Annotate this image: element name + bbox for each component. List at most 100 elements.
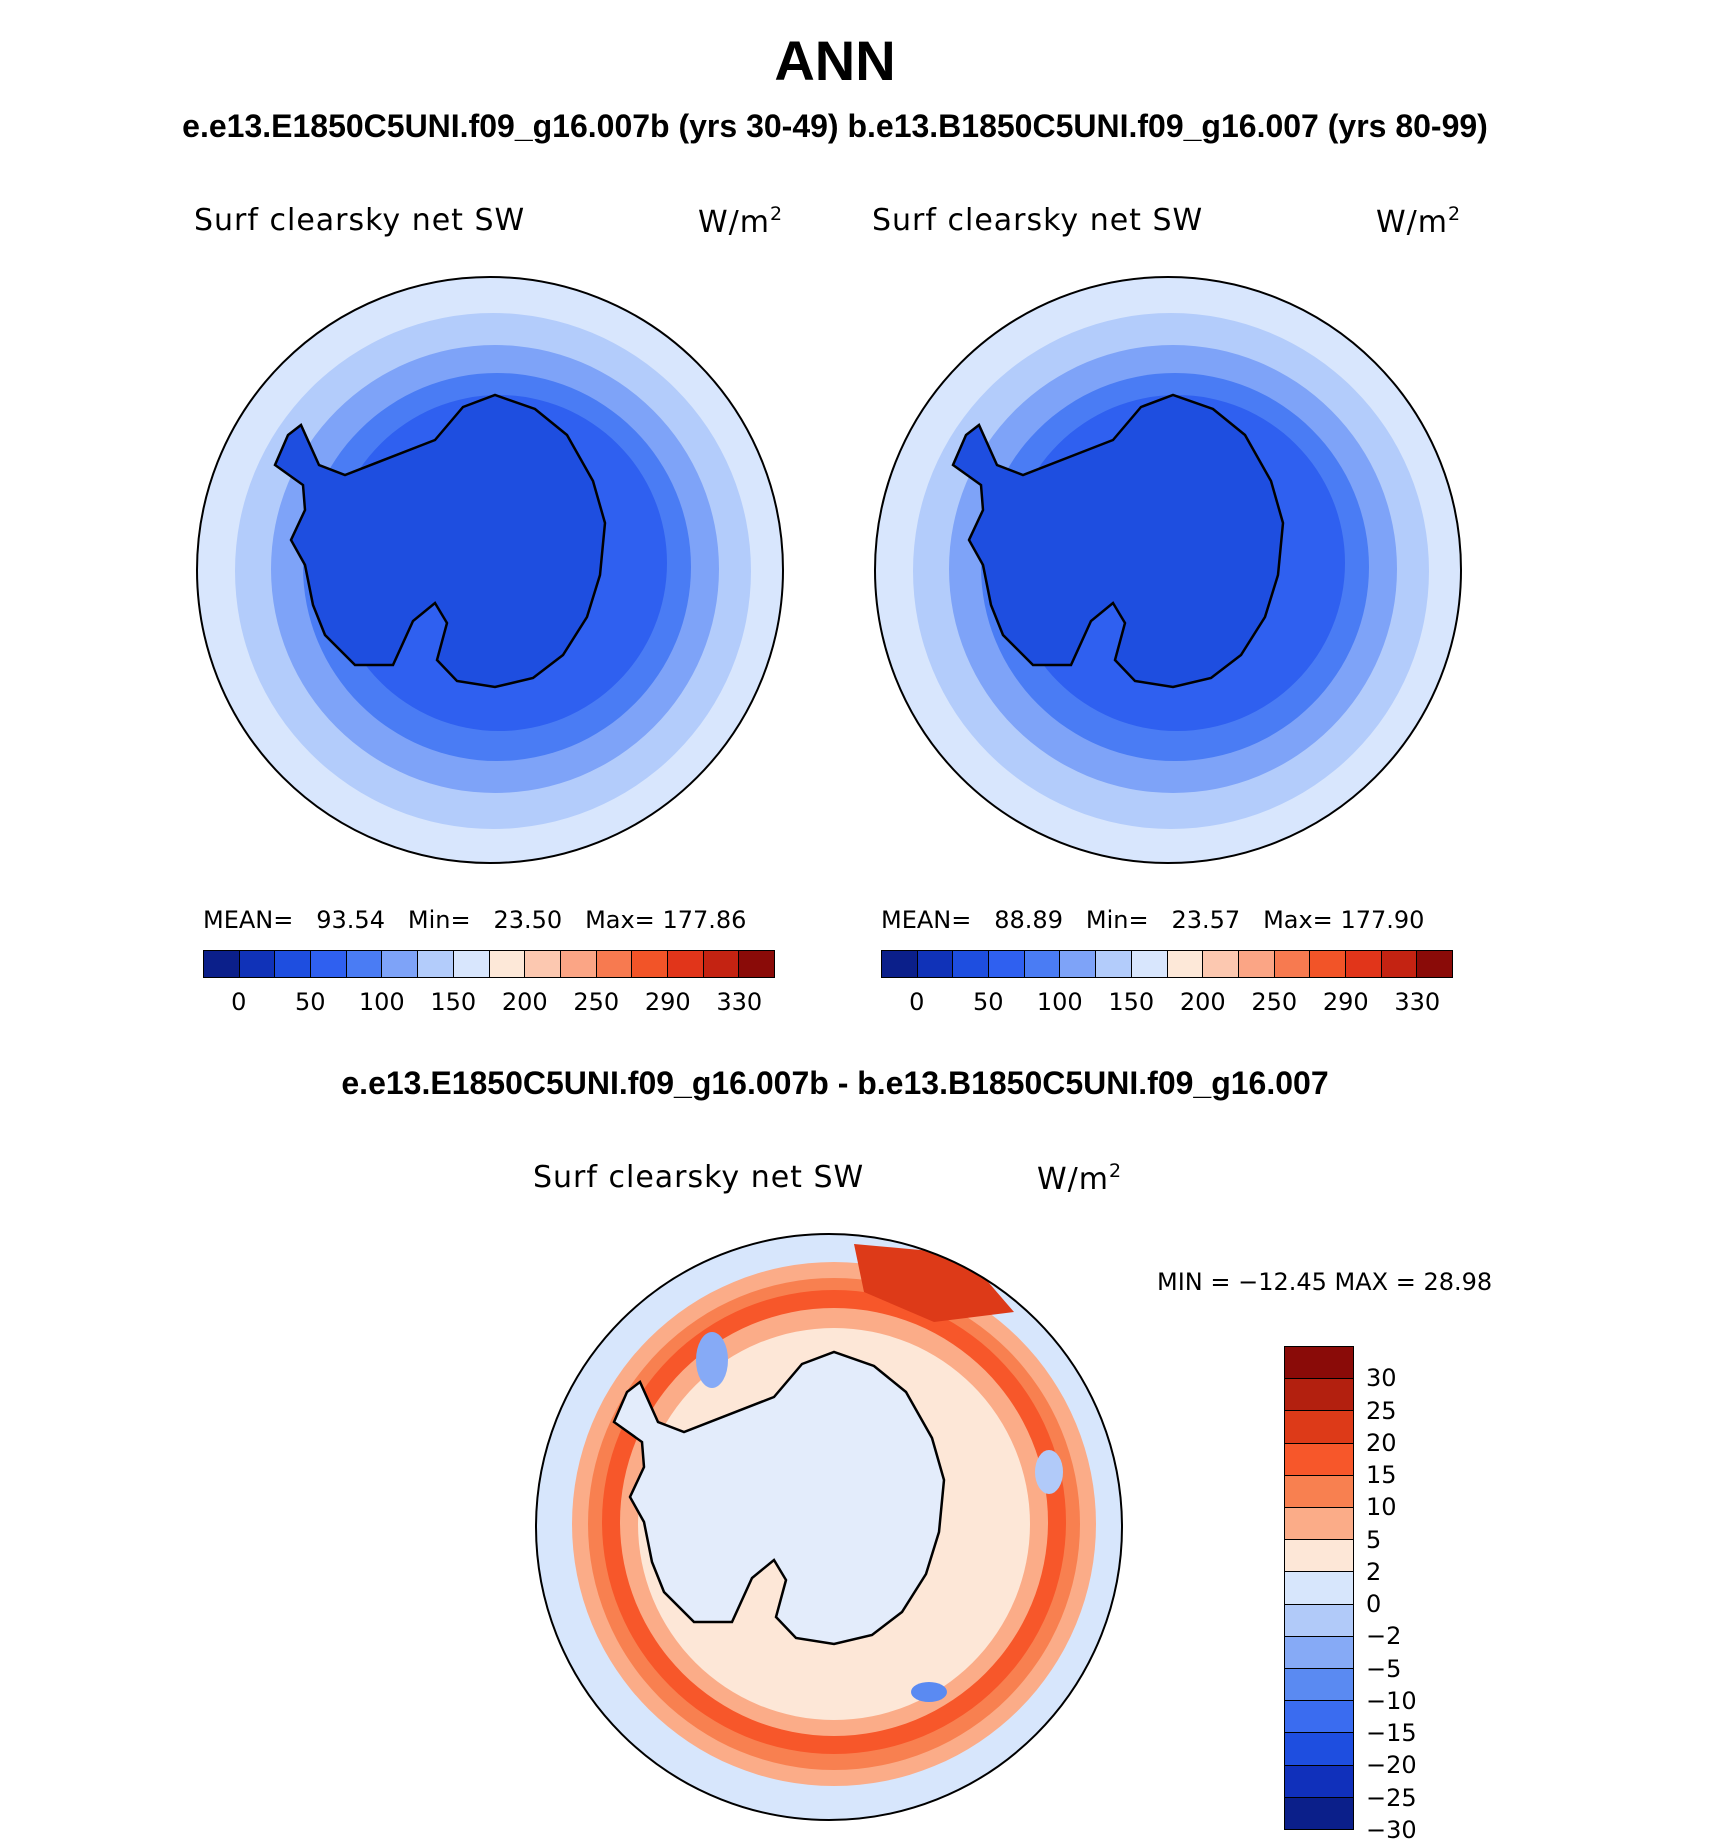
colorbar-swatch [1285,1539,1353,1572]
colorbar-swatch [631,951,667,977]
colorbar-tick-label: 10 [1366,1493,1397,1522]
colorbar-swatch [238,951,275,977]
difference-units: W/m2 [1037,1160,1123,1197]
case-subtitle: e.e13.E1850C5UNI.f09_g16.007b (yrs 30-49… [182,108,1488,144]
antarctica-outline [612,1350,946,1646]
colorbar-swatch [882,951,917,977]
difference-colorbar [1284,1346,1354,1830]
colorbar-tick-label: −5 [1366,1654,1402,1683]
colorbar-swatch [1285,1347,1353,1379]
colorbar-tick-label: 250 [1251,988,1298,1016]
colorbar-swatch [488,951,525,977]
colorbar-swatch [417,951,453,977]
colorbar-swatch [1130,951,1167,977]
colorbar-tick-label: −25 [1366,1783,1417,1812]
colorbar-tick-label: 50 [972,988,1004,1016]
colorbar-tick-label: 100 [1036,988,1083,1016]
colorbar-swatch [1023,951,1060,977]
colorbar-swatch [1237,951,1274,977]
panel-1-map [196,276,784,864]
panel-2-min: 23.57 [1171,906,1241,934]
difference-variable: Surf clearsky net SW [533,1160,865,1195]
colorbar-tick-label: 5 [1366,1525,1382,1554]
colorbar-swatch [1309,951,1345,977]
panel-1-colorbar [203,950,775,978]
colorbar-swatch [1285,1507,1353,1540]
colorbar-swatch [1285,1410,1353,1443]
panel-2-stats: MEAN= 88.89 Min= 23.57 Max= 177.90 [881,906,1425,934]
colorbar-tick-label: 150 [430,988,477,1016]
antarctica-outline [951,393,1285,689]
figure-title: ANN [774,29,896,92]
panel-2-variable: Surf clearsky net SW [872,203,1204,238]
panel-1-max: 177.86 [662,906,747,934]
colorbar-swatch [1059,951,1096,977]
colorbar-swatch [1285,1764,1353,1797]
colorbar-tick-label: 25 [1366,1396,1397,1425]
panel-1-units: W/m2 [698,203,784,240]
colorbar-tick-label: 290 [644,988,691,1016]
difference-title: e.e13.E1850C5UNI.f09_g16.007b - b.e13.B1… [341,1065,1329,1101]
colorbar-swatch [595,951,632,977]
panel-1-stats: MEAN= 93.54 Min= 23.50 Max= 177.86 [203,906,747,934]
colorbar-swatch [452,951,489,977]
colorbar-tick-label: −20 [1366,1751,1417,1780]
colorbar-swatch [345,951,382,977]
colorbar-tick-label: −15 [1366,1719,1417,1748]
colorbar-swatch [1344,951,1381,977]
panel-2-map [874,276,1462,864]
colorbar-swatch [1285,1571,1353,1604]
colorbar-tick-label: 330 [1394,988,1441,1016]
colorbar-tick-label: 30 [1366,1364,1397,1393]
colorbar-swatch [1285,1700,1353,1733]
panel-1-mean: 93.54 [316,906,385,934]
colorbar-swatch [559,951,596,977]
difference-minmax: MIN = −12.45 MAX = 28.98 [1157,1268,1493,1296]
colorbar-swatch [310,951,346,977]
colorbar-swatch [1273,951,1310,977]
colorbar-tick-label: 20 [1366,1428,1397,1457]
colorbar-swatch [274,951,311,977]
colorbar-swatch [1285,1668,1353,1701]
panel-1-variable: Surf clearsky net SW [194,203,526,238]
colorbar-tick-label: 330 [716,988,763,1016]
colorbar-swatch [1285,1603,1353,1636]
panel-1-min: 23.50 [493,906,563,934]
difference-map [535,1233,1123,1821]
colorbar-tick-label: 0 [909,988,925,1016]
colorbar-swatch [1095,951,1131,977]
panel-1-colorbar-labels: 0 50 100 150 200 250 290 330 [203,988,775,1018]
colorbar-tick-label: 150 [1108,988,1155,1016]
colorbar-swatch [1202,951,1238,977]
panel-2-units: W/m2 [1376,203,1462,240]
colorbar-swatch [1416,951,1452,977]
colorbar-swatch [1285,1732,1353,1765]
colorbar-swatch [1285,1474,1353,1508]
colorbar-swatch [702,951,739,977]
colorbar-swatch [204,951,239,977]
colorbar-tick-label: 250 [573,988,620,1016]
colorbar-tick-label: 15 [1366,1461,1397,1490]
colorbar-tick-label: 0 [1366,1590,1382,1619]
colorbar-tick-label: 50 [294,988,326,1016]
colorbar-swatch [1285,1635,1353,1669]
colorbar-tick-label: 0 [231,988,247,1016]
colorbar-swatch [666,951,703,977]
panel-2-colorbar [881,950,1453,978]
difference-colorbar-labels: 30 25 20 15 10 5 2 0 −2 −5 −10 −15 −20 −25 −30 [1366,1346,1436,1844]
colorbar-tick-label: 200 [501,988,548,1016]
colorbar-tick-label: −10 [1366,1686,1417,1715]
colorbar-tick-label: 100 [358,988,405,1016]
panel-2-mean: 88.89 [994,906,1063,934]
colorbar-swatch [988,951,1024,977]
panel-2-max: 177.90 [1340,906,1425,934]
colorbar-swatch [1380,951,1417,977]
colorbar-swatch [916,951,953,977]
colorbar-swatch [1285,1378,1353,1411]
colorbar-swatch [1285,1796,1353,1830]
colorbar-tick-label: −2 [1366,1622,1402,1651]
antarctica-outline [273,393,607,689]
colorbar-tick-label: 200 [1179,988,1226,1016]
colorbar-tick-label: −30 [1366,1816,1417,1844]
colorbar-tick-label: 2 [1366,1557,1382,1586]
